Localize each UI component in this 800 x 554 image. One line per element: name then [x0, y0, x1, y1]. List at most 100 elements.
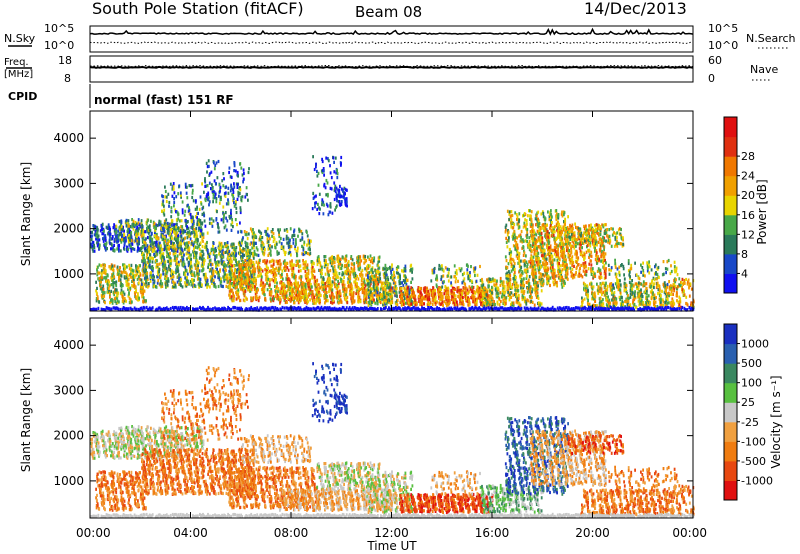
- echo-cell: [197, 211, 199, 216]
- echo-cell: [466, 297, 469, 302]
- echo-cell: [246, 261, 248, 265]
- echo-cell: [118, 247, 120, 251]
- echo-cell: [424, 294, 427, 298]
- echo-cell: [306, 265, 309, 269]
- echo-cell: [383, 287, 386, 291]
- echo-cell: [383, 295, 386, 299]
- echo-cell: [464, 295, 466, 299]
- echo-cell: [256, 248, 259, 252]
- echo-cell: [192, 199, 195, 203]
- echo-cell: [166, 270, 169, 274]
- echo-cell: [352, 296, 355, 300]
- echo-cell: [202, 211, 205, 215]
- echo-cell: [390, 295, 392, 299]
- echo-cell: [445, 301, 447, 305]
- echo-cell: [172, 280, 175, 284]
- echo-cell: [468, 301, 471, 305]
- echo-cell: [257, 265, 260, 269]
- echo-cell: [304, 250, 306, 255]
- echo-cell: [187, 260, 190, 264]
- echo-cell: [105, 241, 108, 245]
- echo-cell: [247, 279, 249, 283]
- echo-cell: [362, 254, 365, 258]
- echo-cell: [285, 284, 288, 288]
- echo-cell: [399, 274, 401, 278]
- echo-cell: [338, 272, 341, 276]
- echo-cell: [272, 279, 275, 283]
- echo-cell: [336, 286, 339, 290]
- echo-cell: [138, 247, 141, 251]
- echo-cell: [196, 238, 199, 242]
- echo-cell: [316, 256, 319, 260]
- echo-cell: [224, 242, 227, 246]
- echo-cell: [288, 297, 290, 301]
- echo-cell: [362, 256, 365, 260]
- echo-cell: [264, 229, 267, 234]
- echo-cell: [181, 229, 183, 233]
- echo-cell: [291, 290, 293, 294]
- echo-cell: [145, 256, 148, 260]
- echo-cell: [460, 289, 463, 294]
- echo-cell: [307, 238, 310, 242]
- echo-cell: [122, 290, 125, 294]
- echo-cell: [472, 290, 474, 295]
- echo-cell: [327, 263, 329, 267]
- echo-cell: [139, 278, 142, 282]
- echo-cell: [270, 288, 273, 292]
- echo-cell: [212, 252, 215, 256]
- echo-cell: [186, 236, 189, 240]
- echo-cell: [382, 290, 385, 294]
- echo-cell: [122, 263, 124, 267]
- echo-cell: [189, 270, 192, 274]
- noise-right-bottom-tick: 10^0: [708, 39, 738, 52]
- echo-cell: [101, 227, 104, 231]
- echo-cell: [337, 275, 339, 279]
- echo-cell: [393, 281, 395, 285]
- echo-cell: [113, 223, 115, 227]
- echo-cell: [145, 243, 148, 247]
- echo-cell: [321, 268, 323, 272]
- echo-cell: [153, 234, 156, 238]
- echo-cell: [289, 260, 292, 264]
- echo-cell: [151, 260, 154, 264]
- echo-cell: [291, 262, 293, 266]
- echo-cell: [432, 286, 435, 290]
- echo-cell: [294, 244, 297, 248]
- echo-cell: [162, 254, 164, 258]
- nsky-line: [89, 27, 694, 36]
- echo-cell: [202, 235, 205, 239]
- echo-cell: [108, 238, 111, 242]
- echo-cell: [377, 264, 380, 268]
- echo-cell: [218, 278, 221, 282]
- echo-cell: [336, 176, 339, 180]
- echo-cell: [226, 219, 229, 223]
- echo-cell: [184, 229, 187, 233]
- echo-cell: [225, 277, 227, 281]
- echo-cell: [415, 301, 418, 305]
- echo-cell: [250, 252, 253, 256]
- echo-cell: [248, 255, 250, 259]
- echo-cell: [200, 226, 203, 230]
- echo-cell: [459, 299, 462, 304]
- echo-cell: [382, 303, 384, 307]
- echo-cell: [316, 283, 318, 287]
- echo-cell: [212, 244, 214, 248]
- echo-cell: [316, 174, 319, 178]
- echo-cell: [256, 287, 259, 291]
- echo-cell: [156, 232, 158, 237]
- echo-cell: [235, 297, 238, 301]
- echo-cell: [300, 278, 302, 282]
- echo-cell: [254, 291, 257, 296]
- echo-cell: [138, 238, 140, 242]
- echo-cell: [389, 265, 391, 269]
- echo-cell: [334, 269, 337, 273]
- echo-cell: [336, 169, 338, 173]
- echo-cell: [338, 266, 341, 270]
- echo-cell: [108, 289, 110, 294]
- echo-cell: [284, 285, 286, 289]
- echo-cell: [167, 252, 170, 256]
- echo-cell: [322, 167, 325, 171]
- echo-cell: [324, 281, 327, 286]
- echo-cell: [332, 266, 335, 270]
- echo-cell: [214, 163, 217, 167]
